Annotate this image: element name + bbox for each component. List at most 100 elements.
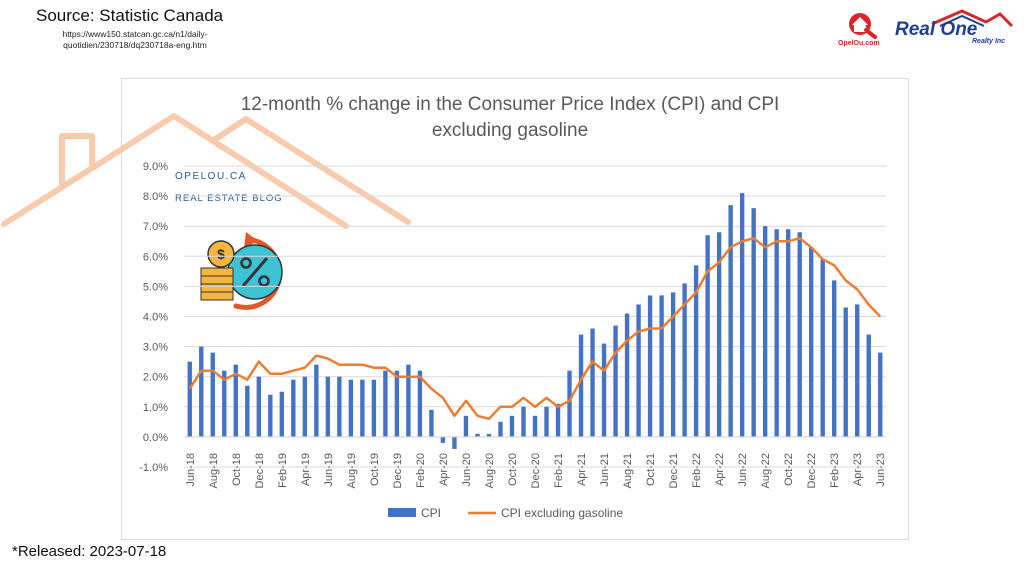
- x-tick-label: Feb-21: [553, 453, 565, 488]
- cpi-bar: [371, 379, 377, 437]
- cpi-bar: [337, 376, 342, 437]
- x-tick-label: Dec-18: [254, 453, 266, 488]
- cpi-bar: [486, 433, 492, 437]
- x-tick-label: Feb-20: [415, 453, 427, 488]
- cpi-bar: [601, 343, 607, 437]
- release-date: *Released: 2023-07-18: [12, 543, 167, 560]
- x-tick-label: Aug-22: [760, 453, 772, 488]
- legend-line-label: CPI excluding gasoline: [501, 506, 623, 520]
- cpi-bar: [394, 370, 400, 437]
- cpi-bar: [751, 208, 756, 437]
- x-tick-label: Jun-21: [599, 453, 611, 487]
- opelou-logo-text: OpelOu.com: [838, 40, 880, 47]
- cpi-bar: [544, 406, 549, 437]
- y-tick-label: 1.0%: [143, 402, 168, 414]
- cpi-bar: [222, 370, 227, 437]
- x-tick-label: Apr-19: [300, 453, 312, 486]
- legend-cpi-swatch: [388, 508, 416, 517]
- x-tick-label: Feb-19: [277, 453, 289, 488]
- source-title: Source: Statistic Canada: [36, 6, 224, 25]
- cpi-bar: [659, 295, 664, 437]
- cpi-bar: [268, 394, 273, 437]
- cpi-bar: [809, 247, 814, 437]
- cpi-bar: [314, 364, 319, 437]
- x-tick-label: Dec-19: [392, 453, 404, 488]
- y-tick-label: 0.0%: [143, 432, 168, 444]
- y-tick-label: 9.0%: [143, 161, 168, 173]
- cpi-bar: [567, 370, 572, 437]
- y-tick-label: -1.0%: [139, 462, 168, 474]
- x-tick-label: Oct-20: [507, 453, 519, 486]
- cpi-bar: [532, 415, 538, 437]
- cpi-bar: [383, 370, 388, 437]
- y-tick-label: 3.0%: [143, 342, 168, 354]
- blog-watermark-label: REAL ESTATE BLOG: [175, 193, 283, 204]
- cpi-bar: [647, 295, 653, 437]
- x-tick-label: Apr-21: [576, 453, 588, 486]
- cpi-bar: [590, 328, 595, 437]
- x-tick-label: Aug-19: [346, 453, 358, 488]
- cpi-bar: [866, 334, 871, 437]
- cpi-bar: [417, 370, 423, 437]
- y-tick-label: 2.0%: [143, 372, 168, 384]
- legend-cpi-label: CPI: [421, 506, 441, 520]
- cpi-bar: [210, 352, 215, 437]
- x-tick-label: Oct-22: [783, 453, 795, 486]
- x-tick-label: Jun-23: [875, 453, 887, 487]
- x-tick-label: Feb-23: [829, 453, 841, 488]
- cpi-bar: [728, 205, 733, 437]
- cpi-bar: [670, 292, 676, 437]
- cpi-bar: [245, 385, 250, 437]
- chart-title: 12-month % change in the Consumer Price …: [240, 94, 780, 141]
- cpi-bar: [360, 379, 365, 437]
- cpi-bar: [279, 391, 285, 437]
- cpi-bar: [774, 229, 779, 437]
- x-tick-label: Jun-20: [461, 453, 473, 487]
- x-tick-label: Oct-18: [231, 453, 243, 486]
- cpi-bar: [325, 376, 331, 437]
- cpi-bar: [820, 259, 825, 437]
- cpi-bar: [785, 229, 791, 437]
- cpi-bar: [843, 307, 848, 437]
- cpi-bar: [302, 376, 308, 437]
- cpi-bar: [855, 304, 860, 437]
- cpi-bar: [705, 235, 710, 437]
- x-tick-label: Jun-19: [323, 453, 335, 487]
- x-tick-label: Jun-18: [185, 453, 197, 487]
- x-tick-label: Dec-20: [530, 453, 542, 488]
- x-tick-label: Dec-22: [806, 453, 818, 488]
- y-tick-label: 7.0%: [143, 221, 168, 233]
- x-tick-label: Aug-18: [208, 453, 220, 488]
- y-tick-label: 5.0%: [143, 281, 168, 293]
- cpi-bar: [797, 232, 802, 437]
- cpi-bar: [613, 325, 618, 437]
- blog-watermark-site: OPELOU.CA: [175, 171, 247, 182]
- cpi-bar: [440, 436, 446, 443]
- realone-logo-text: Real One: [895, 19, 978, 40]
- cpi-bar: [498, 421, 503, 437]
- y-tick-label: 8.0%: [143, 191, 168, 203]
- cpi-bar: [187, 361, 192, 437]
- cpi-bar: [452, 436, 457, 449]
- x-tick-label: Apr-22: [714, 453, 726, 486]
- cpi-bar: [406, 364, 411, 437]
- x-tick-label: Aug-20: [484, 453, 496, 488]
- x-tick-label: Apr-23: [852, 453, 864, 486]
- x-tick-label: Apr-20: [438, 453, 450, 486]
- source-url[interactable]: https://www150.statcan.gc.ca/n1/daily-qu…: [62, 29, 208, 50]
- cpi-bar: [463, 415, 469, 437]
- cpi-bar: [739, 193, 745, 437]
- cpi-bar: [233, 364, 238, 437]
- cpi-bar: [256, 376, 261, 437]
- cpi-bar: [832, 280, 837, 437]
- cpi-bar: [521, 406, 526, 437]
- cpi-bar: [555, 403, 561, 437]
- cpi-bar: [509, 415, 515, 437]
- x-tick-label: Aug-21: [622, 453, 634, 488]
- x-tick-label: Oct-19: [369, 453, 381, 486]
- cpi-bar: [624, 313, 630, 437]
